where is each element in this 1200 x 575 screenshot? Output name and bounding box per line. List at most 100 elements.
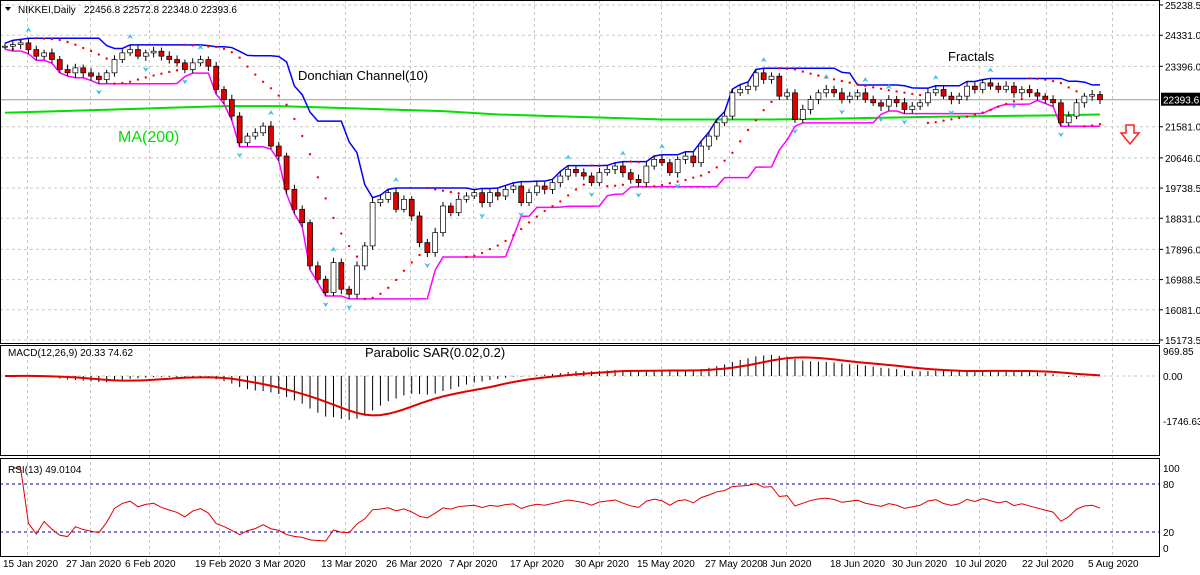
candle	[377, 198, 384, 204]
sar-dot	[191, 44, 194, 47]
sar-dot	[739, 140, 742, 143]
candle	[666, 162, 673, 174]
sar-dot	[895, 90, 898, 93]
candle	[925, 92, 931, 104]
sar-dot	[293, 117, 296, 121]
sar-dot	[128, 80, 132, 83]
candle	[463, 195, 470, 200]
sar-dot	[707, 170, 711, 174]
sar-dot	[801, 70, 804, 73]
candle	[166, 55, 173, 60]
fractal-down-icon	[479, 213, 486, 219]
candle	[228, 99, 235, 117]
sar-dot	[410, 261, 413, 264]
fractal-down-icon	[181, 79, 188, 85]
sar-dot	[402, 269, 406, 272]
sar-dot	[332, 216, 335, 220]
sar-dot	[551, 205, 554, 208]
sar-dot	[652, 185, 656, 188]
fractal-down-icon	[1010, 103, 1017, 109]
fractal-down-icon	[948, 110, 955, 116]
fractal-down-icon	[878, 116, 884, 122]
collapse-triangle-icon[interactable]	[5, 7, 11, 11]
candle	[878, 102, 884, 107]
x-tick-label: 30 Apr 2020	[575, 559, 629, 570]
sar-dot	[480, 251, 484, 255]
fractal-down-icon	[588, 192, 595, 198]
sar-dot	[1090, 124, 1094, 127]
x-tick-label: 3 Mar 2020	[255, 559, 306, 570]
candle	[846, 95, 853, 100]
candle	[854, 92, 861, 97]
macd-tick-label: 0.00	[1163, 372, 1183, 383]
sar-dot	[1020, 97, 1023, 101]
x-tick-label: 10 Jul 2020	[955, 559, 1007, 570]
sar-dot	[371, 296, 374, 299]
candle	[604, 169, 611, 174]
candle	[49, 52, 55, 60]
fractal-down-icon	[838, 109, 845, 115]
sar-dot	[723, 159, 726, 162]
fractals-label: Fractals	[948, 49, 995, 64]
sar-dot	[285, 103, 288, 106]
candle	[283, 155, 290, 190]
rsi-tick-label: 80	[1163, 480, 1175, 491]
y-tick-label: 16988.5	[1165, 276, 1200, 287]
fractal-down-icon	[791, 128, 798, 134]
fractal-down-icon	[674, 183, 681, 189]
current-price-box	[1161, 92, 1200, 106]
candle	[150, 50, 157, 54]
sar-dot	[903, 91, 906, 94]
sar-dot	[363, 297, 366, 301]
candle	[815, 92, 822, 100]
candle	[932, 89, 939, 94]
candle	[2, 45, 8, 48]
candle	[979, 82, 986, 90]
fractal-down-icon	[635, 192, 642, 198]
sar-dot	[793, 68, 797, 71]
candle	[119, 52, 126, 60]
candle	[1073, 102, 1080, 117]
macd-tick-label: -1746.63	[1163, 417, 1200, 428]
donchian-label: Donchian Channel(10)	[298, 68, 428, 83]
sar-dot	[222, 47, 226, 51]
sar-dot	[918, 93, 922, 97]
candle	[252, 132, 259, 137]
sar-dot	[230, 51, 234, 54]
candle	[17, 42, 24, 45]
sar-dot	[1075, 90, 1078, 93]
sar-dot	[715, 166, 718, 169]
candle	[1097, 94, 1103, 101]
x-tick-label: 18 Jun 2020	[830, 559, 885, 570]
sar-dot	[97, 53, 101, 56]
candle	[25, 42, 32, 50]
candle	[424, 242, 431, 253]
x-tick-label: 7 Apr 2020	[449, 559, 498, 570]
y-tick-label: 20646.0	[1165, 154, 1200, 165]
sar-dot	[261, 80, 265, 84]
candle	[862, 92, 869, 100]
sar-dot	[66, 40, 69, 44]
sar-dot	[840, 79, 844, 83]
sar-dot	[965, 115, 969, 118]
y-tick-label: 24331.0	[1165, 31, 1200, 42]
sar-dot	[152, 74, 155, 77]
sar-dot	[989, 108, 992, 112]
x-tick-label: 13 Mar 2020	[321, 559, 378, 570]
candle	[307, 222, 313, 267]
candle	[784, 92, 790, 97]
candle	[361, 245, 368, 267]
sar-dot	[144, 76, 147, 79]
candle	[635, 179, 642, 184]
candle	[471, 192, 478, 197]
candle	[885, 99, 892, 107]
sar-dot	[621, 183, 625, 187]
macd-title: MACD(12,26,9) 20.33 74.62	[8, 348, 134, 359]
candle	[690, 155, 697, 164]
candle	[197, 59, 204, 64]
fractal-up-icon	[823, 73, 830, 79]
sar-dot	[316, 176, 320, 179]
candle	[189, 62, 196, 70]
candle	[948, 95, 955, 100]
